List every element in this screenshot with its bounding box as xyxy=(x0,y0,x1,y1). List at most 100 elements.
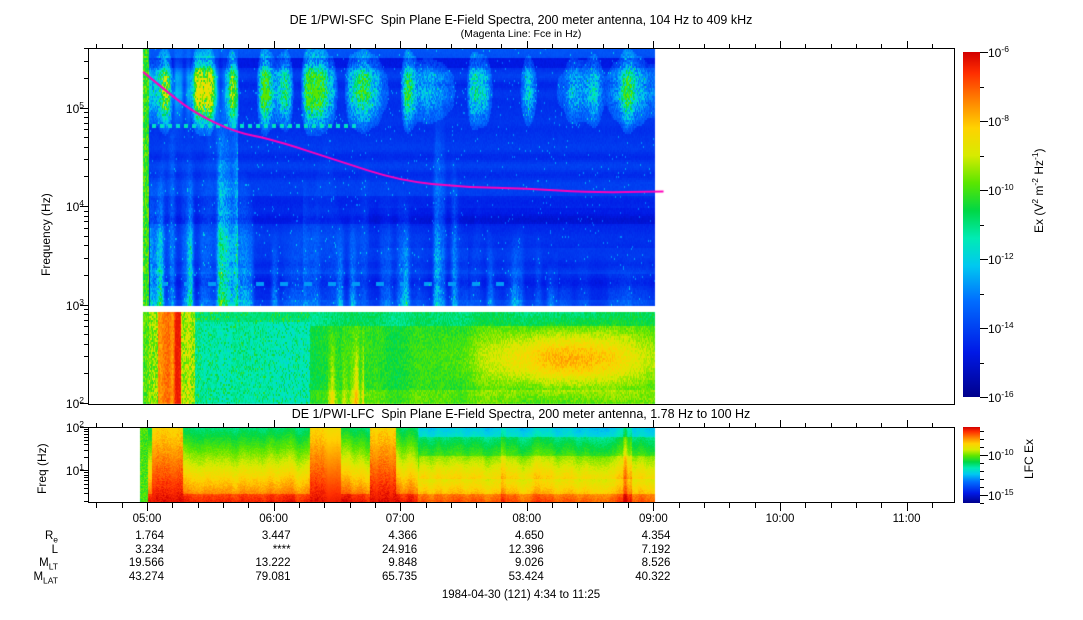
sfc-top-tick xyxy=(451,44,452,48)
sfc-top-tick xyxy=(831,44,832,48)
sfc-y-tick-label: 103 xyxy=(65,296,84,313)
x-minor-tick xyxy=(248,503,249,508)
sfc-y-minor-tick xyxy=(84,320,88,321)
lfc-y-minor-tick xyxy=(84,501,88,502)
x-minor-tick xyxy=(704,503,705,508)
lfc-top-tick xyxy=(476,423,477,427)
lfc-top-tick xyxy=(223,423,224,427)
x-minor-tick xyxy=(501,503,502,508)
x-minor-tick xyxy=(755,503,756,508)
lfc-cb-minor-tick xyxy=(980,479,984,480)
x-tick-label: 09:00 xyxy=(639,513,668,525)
sfc-cb-tick-label: 10-14 xyxy=(988,320,1014,336)
x-minor-tick xyxy=(223,503,224,508)
sfc-colorbar xyxy=(963,52,980,397)
lfc-top-tick xyxy=(755,423,756,427)
lfc-top-tick xyxy=(527,420,528,427)
sfc-cb-major-tick xyxy=(980,52,988,53)
x-minor-tick xyxy=(603,503,604,508)
ephemeris-value: 24.916 xyxy=(382,544,418,556)
sfc-y-minor-tick xyxy=(84,245,88,246)
sfc-top-tick xyxy=(400,41,401,48)
ephemeris-row-label: Re xyxy=(44,530,58,545)
x-minor-tick xyxy=(198,503,199,508)
x-major-tick xyxy=(400,503,401,511)
ephemeris-value: 4.650 xyxy=(515,530,544,542)
lfc-top-tick xyxy=(350,423,351,427)
ephemeris-value: **** xyxy=(272,544,291,556)
lfc-cb-minor-tick xyxy=(980,471,984,472)
sfc-y-minor-tick xyxy=(84,117,88,118)
sfc-cb-major-tick xyxy=(980,328,988,329)
ephemeris-value: 8.526 xyxy=(641,557,671,569)
x-tick-label: 10:00 xyxy=(765,513,795,525)
lfc-y-minor-tick xyxy=(84,429,88,430)
sfc-top-tick xyxy=(426,44,427,48)
lfc-cb-tick-label: 10-10 xyxy=(988,447,1014,463)
x-minor-tick xyxy=(729,503,730,508)
sfc-y-minor-tick xyxy=(84,309,88,310)
lfc-y-minor-tick xyxy=(84,493,88,494)
x-tick-label: 05:00 xyxy=(132,513,162,525)
sfc-cb-major-tick xyxy=(980,259,988,260)
sfc-top-tick xyxy=(628,44,629,48)
sfc-top-tick xyxy=(476,44,477,48)
ephemeris-value: 40.322 xyxy=(635,571,671,583)
sfc-top-tick xyxy=(172,44,173,48)
lfc-cb-major-tick xyxy=(980,455,988,456)
ephemeris-value: 9.026 xyxy=(515,557,544,569)
x-minor-tick xyxy=(856,503,857,508)
lfc-cb-minor-tick xyxy=(980,487,984,488)
sfc-top-tick xyxy=(248,44,249,48)
lfc-top-tick xyxy=(426,423,427,427)
lfc-colorbar xyxy=(963,427,980,503)
lfc-top-tick xyxy=(451,423,452,427)
lfc-top-tick xyxy=(501,423,502,427)
sfc-y-minor-tick xyxy=(84,326,88,327)
sfc-colorbar-label: Ex (V2 m-2 Hz-1) xyxy=(1030,148,1046,233)
lfc-y-axis-label: Freq (Hz) xyxy=(35,443,49,494)
x-tick-label: 07:00 xyxy=(385,513,415,525)
ephemeris-value: 9.848 xyxy=(388,557,418,569)
sfc-cb-major-tick xyxy=(980,397,988,398)
x-tick-label: 06:00 xyxy=(259,513,288,525)
lfc-top-tick xyxy=(907,420,908,427)
sfc-y-minor-tick xyxy=(84,258,88,259)
lfc-spectrogram-canvas xyxy=(88,427,955,503)
sfc-top-tick xyxy=(679,44,680,48)
ephemeris-value: 3.234 xyxy=(135,544,164,556)
sfc-y-major-tick xyxy=(80,403,88,404)
sfc-cb-tick-label: 10-10 xyxy=(988,182,1014,198)
sfc-top-tick xyxy=(324,44,325,48)
x-major-tick xyxy=(527,503,528,511)
sfc-top-tick xyxy=(755,44,756,48)
x-major-tick xyxy=(907,503,908,511)
sfc-y-minor-tick xyxy=(84,236,88,237)
lfc-top-tick xyxy=(856,423,857,427)
x-minor-tick xyxy=(552,503,553,508)
lfc-top-tick xyxy=(704,423,705,427)
lfc-y-minor-tick xyxy=(84,472,88,473)
x-major-tick xyxy=(274,503,275,511)
sfc-y-minor-tick xyxy=(84,61,88,62)
x-minor-tick xyxy=(375,503,376,508)
sfc-top-tick xyxy=(907,41,908,48)
sfc-y-minor-tick xyxy=(84,176,88,177)
x-tick-label: 11:00 xyxy=(892,513,921,525)
lfc-top-tick xyxy=(577,423,578,427)
sfc-title: DE 1/PWI-SFC Spin Plane E-Field Spectra,… xyxy=(289,13,753,27)
sfc-top-tick xyxy=(932,44,933,48)
sfc-y-minor-tick xyxy=(84,344,88,345)
ephemeris-value: 4.366 xyxy=(388,530,418,542)
x-minor-tick xyxy=(122,503,123,508)
sfc-y-tick-label: 102 xyxy=(65,395,84,411)
x-minor-tick xyxy=(881,503,882,508)
sfc-y-minor-tick xyxy=(84,159,88,160)
lfc-top-tick xyxy=(147,420,148,427)
x-minor-tick xyxy=(96,503,97,508)
lfc-y-minor-tick xyxy=(84,477,88,478)
sfc-top-tick xyxy=(96,44,97,48)
lfc-y-tick-label: 101 xyxy=(65,462,84,479)
sfc-top-tick xyxy=(299,44,300,48)
lfc-top-tick xyxy=(172,423,173,427)
